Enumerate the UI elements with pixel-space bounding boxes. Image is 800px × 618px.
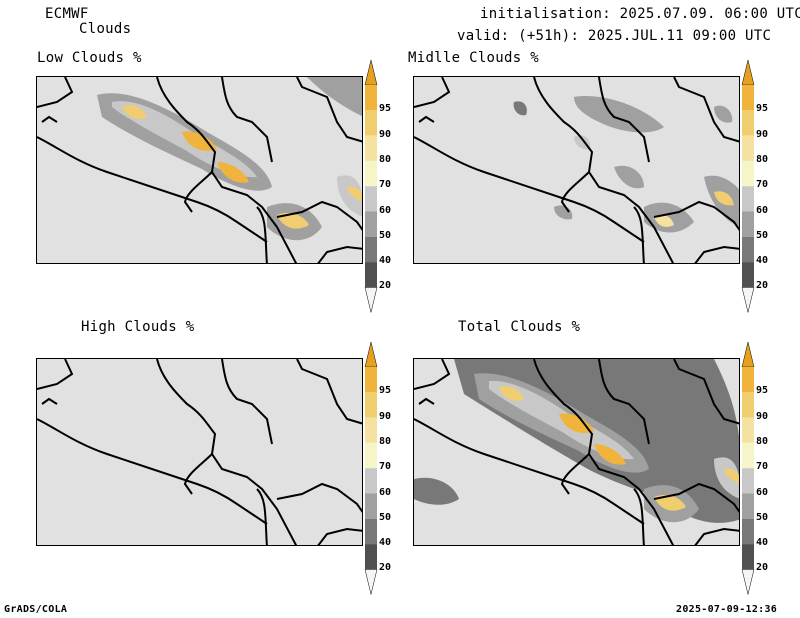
colorbar-label: 20 — [379, 562, 392, 574]
map-panel-high — [36, 358, 363, 546]
colorbar-segment — [365, 367, 377, 393]
colorbar-label: 95 — [379, 385, 392, 397]
colorbar-arrow-bottom — [741, 287, 755, 313]
borders-low — [37, 77, 362, 263]
colorbar-label: 60 — [756, 204, 769, 216]
colorbar-segment — [742, 392, 754, 418]
colorbar-segment — [365, 392, 377, 418]
colorbar-label: 90 — [379, 128, 392, 140]
colorbar-segment — [742, 186, 754, 212]
initialisation-time: initialisation: 2025.07.09. 06:00 UTC — [480, 6, 800, 22]
borders-high — [37, 359, 362, 545]
colorbar-segment — [742, 493, 754, 519]
colorbar-arrow-top — [364, 341, 378, 368]
colorbar-label: 95 — [756, 385, 769, 397]
colorbar-label: 60 — [756, 486, 769, 498]
colorbar-label: 90 — [756, 128, 769, 140]
colorbar-arrow-top — [364, 59, 378, 86]
colorbar-segment — [365, 160, 377, 187]
map-panel-middle — [413, 76, 740, 264]
panel-title-high: High Clouds % — [81, 319, 195, 335]
colorbar-segment — [742, 367, 754, 393]
colorbar-label: 50 — [379, 229, 392, 241]
colorbar-segment — [742, 110, 754, 136]
colorbar-label: 50 — [756, 511, 769, 523]
colorbar-label: 90 — [379, 410, 392, 422]
colorbar-segment — [742, 468, 754, 494]
colorbar-label: 60 — [379, 486, 392, 498]
colorbar-label: 70 — [756, 461, 769, 473]
colorbar-label: 20 — [756, 280, 769, 292]
valid-time: valid: (+51h): 2025.JUL.11 09:00 UTC — [457, 28, 772, 44]
colorbar-segment — [365, 442, 377, 469]
colorbar-segment — [365, 135, 377, 161]
panel-title-total: Total Clouds % — [458, 319, 581, 335]
colorbar-label: 80 — [379, 435, 392, 447]
colorbar-segment — [365, 262, 377, 288]
colorbar-segment — [742, 417, 754, 443]
colorbar-label: 90 — [756, 410, 769, 422]
colorbar-label: 70 — [379, 461, 392, 473]
colorbar-segment — [742, 211, 754, 237]
colorbar-segment — [742, 236, 754, 263]
map-panel-total — [413, 358, 740, 546]
colorbar-segment — [742, 262, 754, 288]
map-panel-low — [36, 76, 363, 264]
footer-timestamp: 2025-07-09-12:36 — [676, 604, 778, 615]
colorbar-segment — [365, 493, 377, 519]
cloud-field-low — [97, 77, 362, 241]
panel-title-low: Low Clouds % — [37, 50, 142, 66]
panel-title-middle: Midlle Clouds % — [408, 50, 539, 66]
colorbar-segment — [742, 544, 754, 570]
colorbar-arrow-top — [741, 341, 755, 368]
colorbar-label: 40 — [756, 537, 769, 549]
colorbar-label: 20 — [379, 280, 392, 292]
colorbar-segment — [365, 417, 377, 443]
borders-total — [414, 359, 739, 545]
product-name: Clouds — [79, 21, 132, 37]
colorbar-segment — [742, 85, 754, 111]
colorbar-label: 80 — [756, 435, 769, 447]
colorbar-label: 80 — [756, 153, 769, 165]
colorbar-label: 40 — [756, 255, 769, 267]
colorbar-label: 95 — [379, 103, 392, 115]
colorbar-segment — [365, 85, 377, 111]
colorbar-segment — [365, 186, 377, 212]
colorbar-segment — [365, 468, 377, 494]
colorbar-segment — [365, 211, 377, 237]
colorbar-label: 70 — [379, 179, 392, 191]
colorbar-arrow-bottom — [364, 287, 378, 313]
colorbar-label: 20 — [756, 562, 769, 574]
footer-software: GrADS/COLA — [4, 604, 68, 615]
cloud-field-middle — [513, 96, 739, 233]
colorbar-svg — [741, 341, 755, 595]
colorbar-segment — [365, 110, 377, 136]
colorbar-segment — [742, 518, 754, 545]
model-name: ECMWF — [45, 6, 89, 22]
colorbar-svg — [364, 59, 378, 313]
colorbar-arrow-bottom — [741, 569, 755, 595]
colorbar-label: 95 — [756, 103, 769, 115]
colorbar-label: 60 — [379, 204, 392, 216]
colorbar-segment — [365, 544, 377, 570]
colorbar-label: 50 — [379, 511, 392, 523]
colorbar-svg — [364, 341, 378, 595]
colorbar-label: 50 — [756, 229, 769, 241]
colorbar-arrow-bottom — [364, 569, 378, 595]
colorbar-segment — [742, 160, 754, 187]
colorbar-label: 70 — [756, 179, 769, 191]
colorbar-label: 40 — [379, 255, 392, 267]
colorbar-label: 40 — [379, 537, 392, 549]
colorbar-svg — [741, 59, 755, 313]
colorbar-segment — [742, 135, 754, 161]
colorbar-arrow-top — [741, 59, 755, 86]
borders-middle — [414, 77, 739, 263]
colorbar-segment — [742, 442, 754, 469]
cloud-field-total — [414, 359, 739, 523]
colorbar-segment — [365, 236, 377, 263]
colorbar-label: 80 — [379, 153, 392, 165]
colorbar-segment — [365, 518, 377, 545]
